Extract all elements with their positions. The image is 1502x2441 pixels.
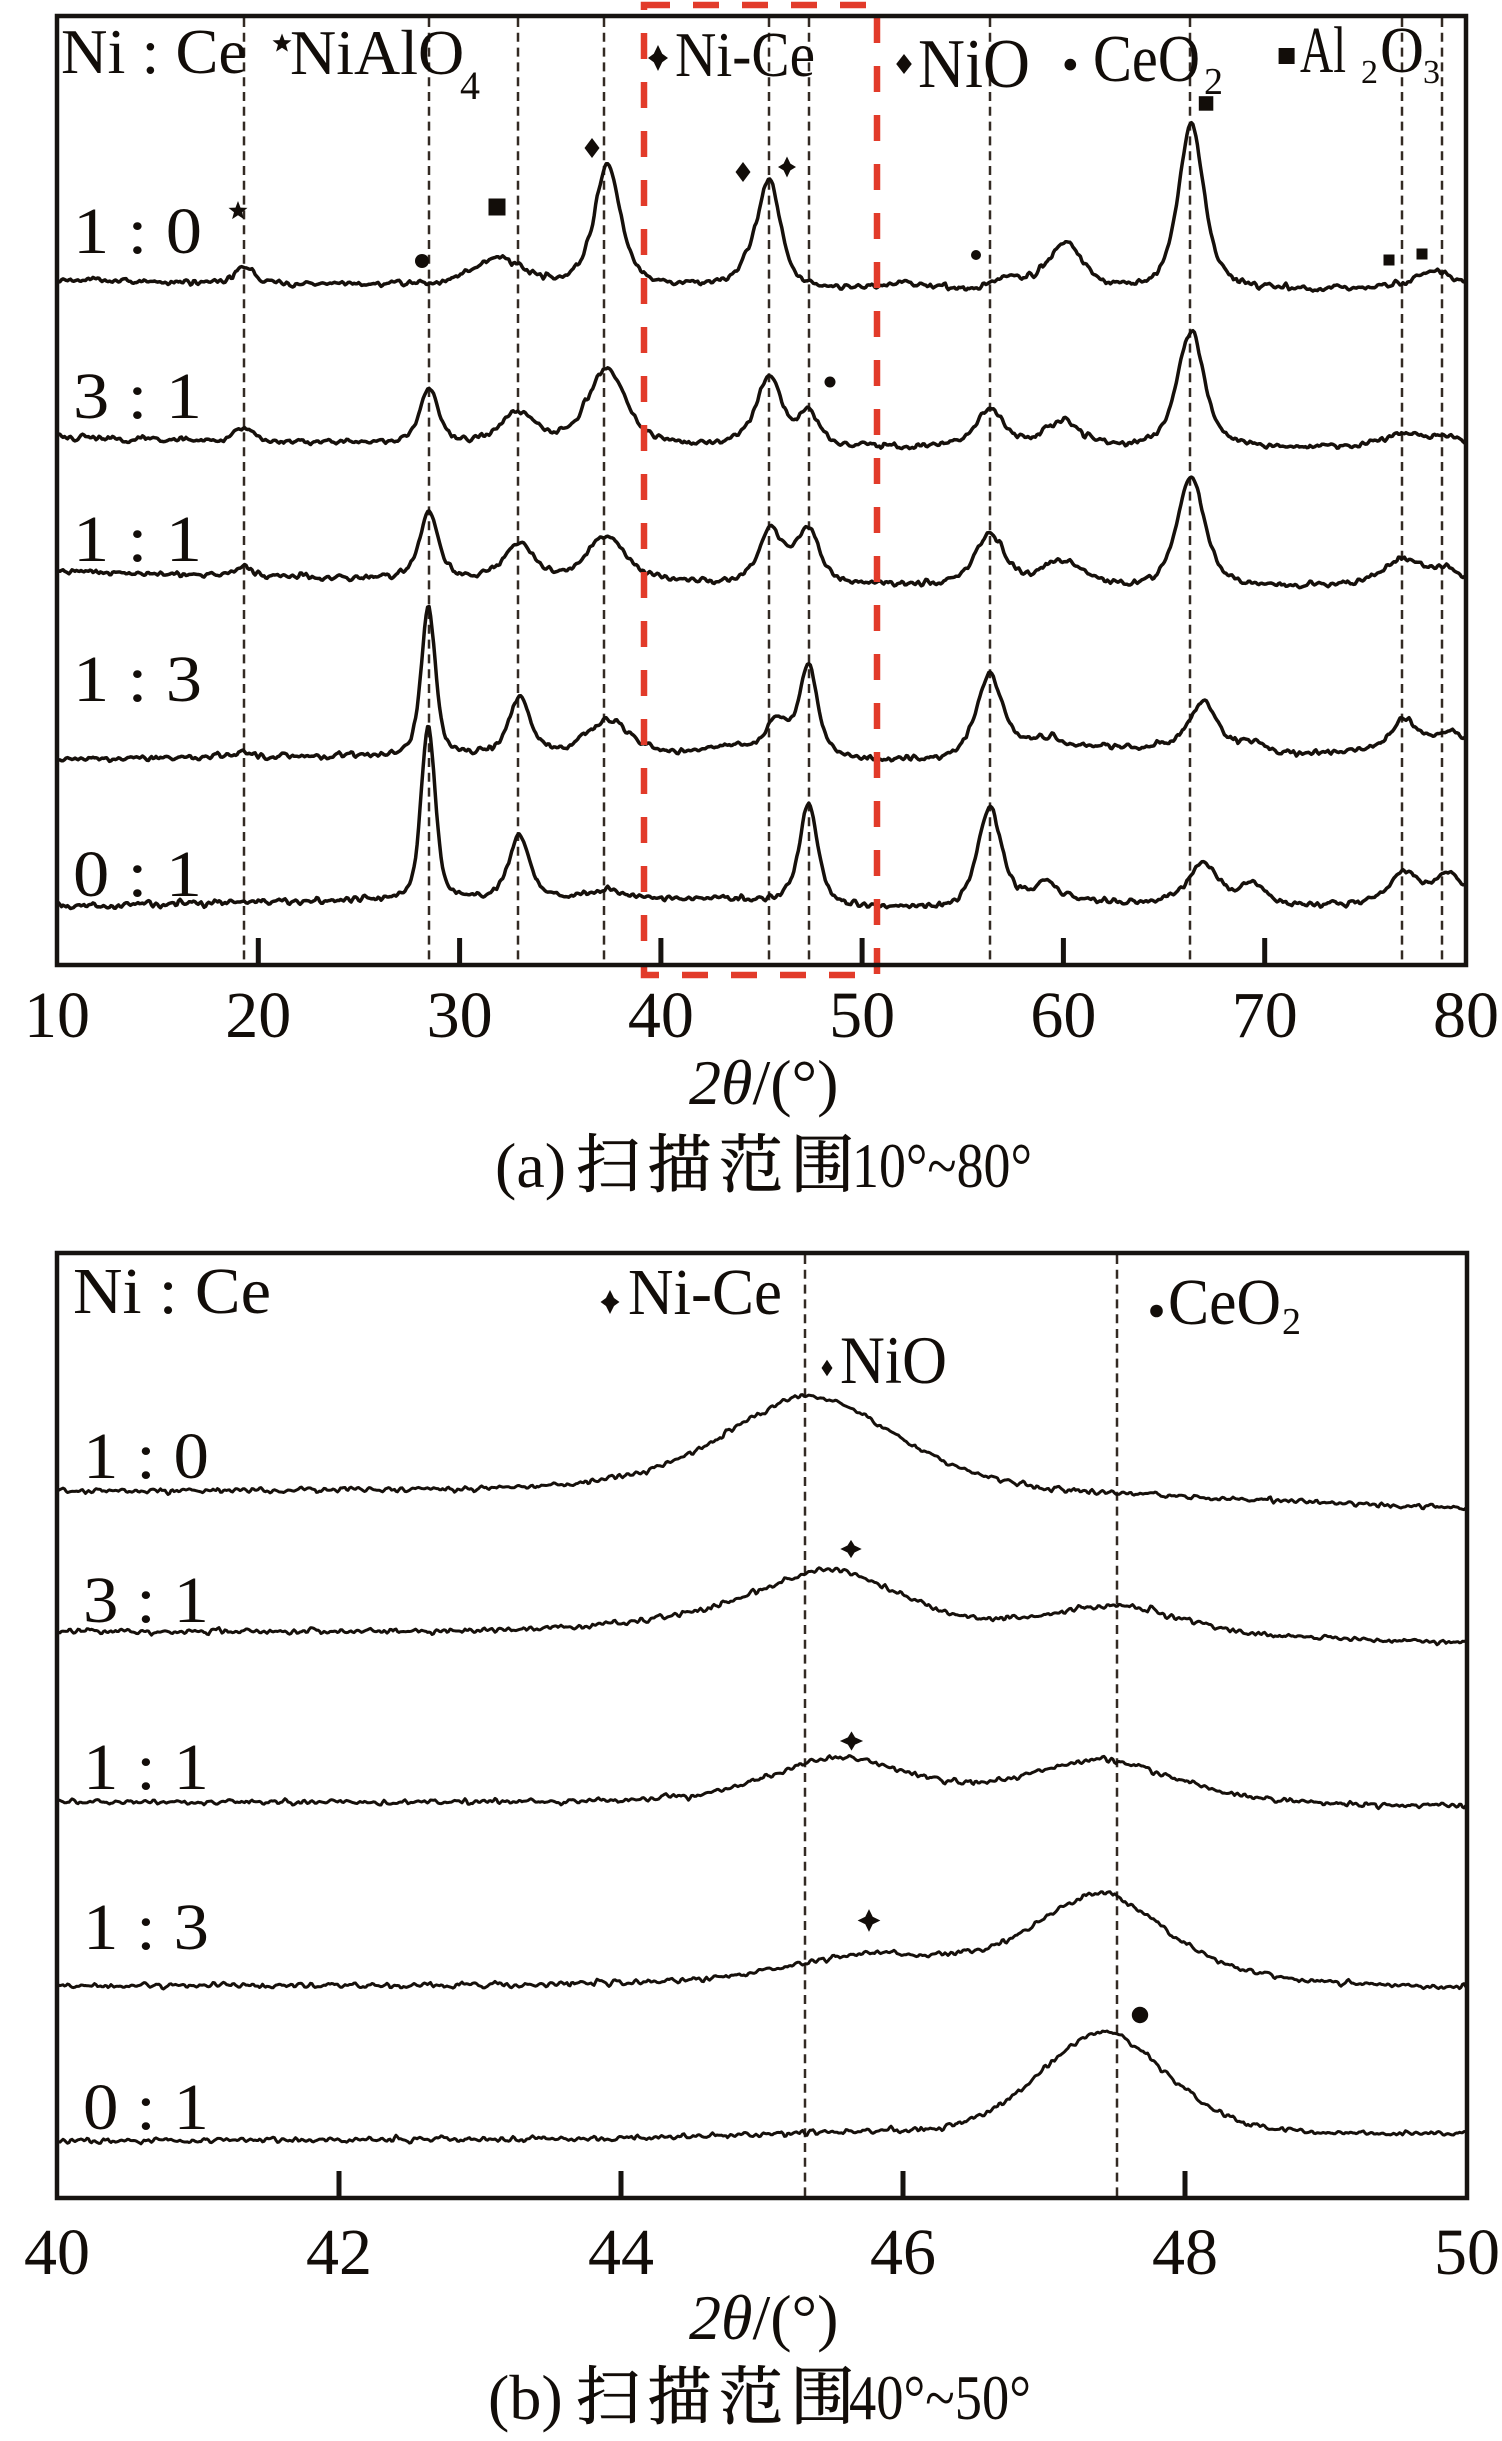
svg-text:50: 50 xyxy=(829,979,895,1052)
svg-text:0 : 1: 0 : 1 xyxy=(73,838,202,911)
svg-text:30: 30 xyxy=(427,979,493,1052)
svg-text:3 : 1: 3 : 1 xyxy=(83,1564,209,1637)
svg-text:0 : 1: 0 : 1 xyxy=(83,2071,209,2144)
svg-text:3: 3 xyxy=(1423,54,1440,91)
svg-text:CeO: CeO xyxy=(1168,1266,1281,1339)
svg-text:(a): (a) xyxy=(495,1130,566,1201)
svg-text:48: 48 xyxy=(1152,2216,1218,2289)
svg-text:(b): (b) xyxy=(488,2362,563,2433)
svg-text:CeO: CeO xyxy=(1093,22,1200,96)
svg-text:2: 2 xyxy=(1282,1301,1301,1343)
svg-text:4: 4 xyxy=(460,63,480,108)
svg-text:10: 10 xyxy=(24,979,90,1052)
svg-text:44: 44 xyxy=(588,2216,654,2289)
svg-text:Ni : Ce: Ni : Ce xyxy=(73,1255,271,1328)
svg-text:50: 50 xyxy=(1434,2216,1500,2289)
svg-text:1 : 3: 1 : 3 xyxy=(73,643,202,716)
svg-text:70: 70 xyxy=(1232,979,1298,1052)
svg-text:Ni : Ce: Ni : Ce xyxy=(61,16,247,87)
svg-text:NiO: NiO xyxy=(918,26,1030,103)
svg-text:Ni-Ce: Ni-Ce xyxy=(675,19,815,90)
svg-text:42: 42 xyxy=(306,2216,372,2289)
svg-text:Al: Al xyxy=(1300,14,1346,87)
svg-text:2: 2 xyxy=(1204,61,1223,103)
svg-text:20: 20 xyxy=(225,979,291,1052)
svg-text:60: 60 xyxy=(1030,979,1096,1052)
svg-text:10°~80°: 10°~80° xyxy=(852,1130,1032,1201)
svg-text:1 : 0: 1 : 0 xyxy=(83,1420,209,1493)
svg-text:40: 40 xyxy=(24,2216,90,2289)
svg-text:80: 80 xyxy=(1433,979,1499,1052)
svg-text:3 : 1: 3 : 1 xyxy=(73,360,202,433)
svg-text:1 : 1: 1 : 1 xyxy=(83,1731,209,1804)
svg-text:NiAlO: NiAlO xyxy=(290,17,464,88)
svg-text:1 : 1: 1 : 1 xyxy=(73,503,202,576)
svg-text:NiO: NiO xyxy=(840,1322,947,1398)
svg-text:1 : 3: 1 : 3 xyxy=(83,1891,209,1964)
svg-text:2: 2 xyxy=(1361,54,1378,91)
svg-text:2θ/(°): 2θ/(°) xyxy=(689,2282,838,2353)
svg-text:O: O xyxy=(1380,14,1424,87)
svg-text:1 : 0: 1 : 0 xyxy=(73,195,202,268)
svg-text:40: 40 xyxy=(628,979,694,1052)
svg-text:2θ/(°): 2θ/(°) xyxy=(689,1047,838,1118)
svg-text:Ni-Ce: Ni-Ce xyxy=(628,1256,782,1329)
svg-text:46: 46 xyxy=(870,2216,936,2289)
svg-text:40°~50°: 40°~50° xyxy=(849,2362,1031,2433)
